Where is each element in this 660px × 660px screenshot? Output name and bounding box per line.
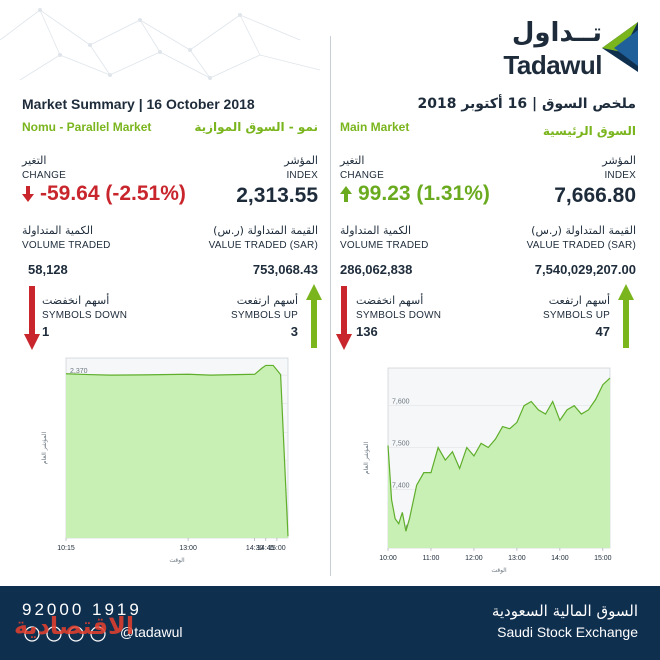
x-tick-label: 14:30 — [246, 545, 264, 552]
arrow-up-icon — [340, 186, 352, 202]
youtube-icon — [68, 626, 84, 642]
main-index-label-en: INDEX — [604, 170, 636, 181]
nomu-market-ar: نمو - السوق الموازية — [194, 120, 318, 134]
y-axis-label: المؤشر العام — [41, 432, 48, 465]
social-handle[interactable]: @tadawul — [120, 624, 183, 640]
nomu-change-label-en: CHANGE — [22, 170, 66, 181]
main-title: ملخص السوق | 16 أكتوبر 2018 — [417, 96, 636, 112]
x-tick-label: 15:00 — [268, 545, 286, 552]
twitter-icon — [46, 626, 62, 642]
main-volume-value: 286,062,838 — [340, 262, 413, 277]
sse-name-ar: السوق المالية السعودية — [491, 602, 638, 620]
main-change-value: 99.23 (1.31%) — [358, 182, 490, 205]
watermark-logo: الاقتصادية — [14, 612, 135, 640]
x-tick-label: 12:00 — [465, 555, 483, 562]
arrow-down-icon — [22, 186, 34, 202]
tadawul-logo: تــداول Tadawul — [488, 18, 638, 82]
y-tick-label: 2,370 — [70, 368, 88, 375]
logo-mark-icon — [602, 22, 638, 72]
phone-number: 92000 1919 — [22, 600, 142, 619]
nomu-value-value: 753,068.43 — [252, 262, 318, 277]
nomu-volume-label-en: VOLUME TRADED — [22, 240, 111, 251]
x-tick-label: 13:00 — [508, 555, 526, 562]
footer: 92000 1919 @tadawul السوق المالية السعود… — [0, 586, 660, 660]
main-index-value: 7,666.80 — [554, 184, 636, 207]
nomu-value-label-en: VALUE TRADED (SAR) — [208, 240, 318, 251]
y-tick-label: 7,400 — [392, 482, 410, 489]
main-panel: ملخص السوق | 16 أكتوبر 2018 Main Market … — [336, 96, 650, 576]
main-value-label-ar: القيمة المتداولة (ر.س) — [531, 224, 636, 237]
sse-name-en: Saudi Stock Exchange — [497, 624, 638, 640]
x-axis-label: الوقت — [169, 557, 185, 564]
y-tick-label: 7,500 — [392, 441, 410, 448]
nomu-index-label-ar: المؤشر — [284, 154, 318, 167]
linkedin-icon — [90, 626, 106, 642]
main-volume-label-en: VOLUME TRADED — [340, 240, 429, 251]
nomu-volume-label-ar: الكمية المتداولة — [22, 224, 94, 237]
symbols-down-arrow-icon — [336, 286, 352, 350]
main-index-label-ar: المؤشر — [602, 154, 636, 167]
logo-arabic: تــداول — [511, 18, 602, 48]
nomu-volume-value: 58,128 — [28, 262, 68, 277]
main-up-label-ar: أسهم ارتفعت — [548, 294, 610, 307]
main-change-label-ar: التغير — [340, 154, 365, 167]
main-volume-label-ar: الكمية المتداولة — [340, 224, 412, 237]
x-tick-label: 15:00 — [594, 555, 612, 562]
panel-divider — [330, 36, 331, 576]
y-tick-label: 7,600 — [392, 399, 410, 406]
main-index-chart: 7,3007,4007,5007,60010:0011:0012:0013:00… — [363, 367, 612, 574]
series-line — [387, 377, 611, 532]
nomu-index-label-en: INDEX — [286, 170, 318, 181]
logo-english: Tadawul — [503, 50, 602, 80]
x-tick-label: 14:00 — [551, 555, 569, 562]
nomu-down-label-en: SYMBOLS DOWN — [42, 310, 128, 321]
x-tick-label: 13:00 — [179, 545, 197, 552]
symbols-down-arrow-icon — [24, 286, 40, 350]
nomu-change-value: -59.64 (-2.51%) — [40, 182, 186, 205]
nomu-index-chart: 2,3202,3302,3402,3502,3602,37010:1513:00… — [41, 357, 289, 564]
y-axis-label: المؤشر العام — [363, 442, 370, 475]
nomu-index-value: 2,313.55 — [236, 184, 318, 207]
nomu-up-label-en: SYMBOLS UP — [230, 310, 298, 321]
nomu-down-label-ar: أسهم انخفضت — [42, 294, 110, 307]
main-down-label-en: SYMBOLS DOWN — [356, 310, 442, 321]
main-value-label-en: VALUE TRADED (SAR) — [526, 240, 636, 251]
nomu-up-value: 3 — [290, 324, 298, 339]
nomu-panel: Market Summary | 16 October 2018 Nomu - … — [22, 96, 332, 576]
social-icons — [24, 626, 106, 642]
x-tick-label: 11:00 — [422, 555, 439, 562]
main-market-en: Main Market — [340, 120, 410, 134]
nomu-change: -59.64 (-2.51%) — [22, 182, 186, 206]
symbols-up-arrow-icon — [306, 284, 322, 348]
x-axis-label: الوقت — [491, 567, 507, 574]
nomu-up-label-ar: أسهم ارتفعت — [236, 294, 298, 307]
x-tick-label: 10:00 — [379, 555, 397, 562]
main-up-label-en: SYMBOLS UP — [542, 310, 610, 321]
facebook-icon — [24, 626, 40, 642]
main-down-value: 136 — [356, 324, 378, 339]
main-change-label-en: CHANGE — [340, 170, 384, 181]
network-pattern — [0, 8, 321, 81]
main-market-ar: السوق الرئيسية — [542, 124, 636, 138]
x-tick-label: 14:45 — [257, 545, 275, 552]
nomu-change-label-ar: التغير — [22, 154, 47, 167]
main-up-value: 47 — [595, 324, 610, 339]
series-area — [66, 365, 288, 538]
main-value-value: 7,540,029,207.00 — [534, 262, 636, 277]
series-line — [65, 364, 289, 537]
nomu-down-value: 1 — [42, 324, 50, 339]
nomu-market-en: Nomu - Parallel Market — [22, 120, 152, 134]
series-area — [388, 378, 610, 548]
nomu-value-label-ar: القيمة المتداولة (ر.س) — [213, 224, 318, 237]
main-down-label-ar: أسهم انخفضت — [356, 294, 424, 307]
main-change: 99.23 (1.31%) — [340, 182, 490, 206]
x-tick-label: 10:15 — [57, 545, 75, 552]
symbols-up-arrow-icon — [618, 284, 634, 348]
nomu-title: Market Summary | 16 October 2018 — [22, 96, 255, 112]
